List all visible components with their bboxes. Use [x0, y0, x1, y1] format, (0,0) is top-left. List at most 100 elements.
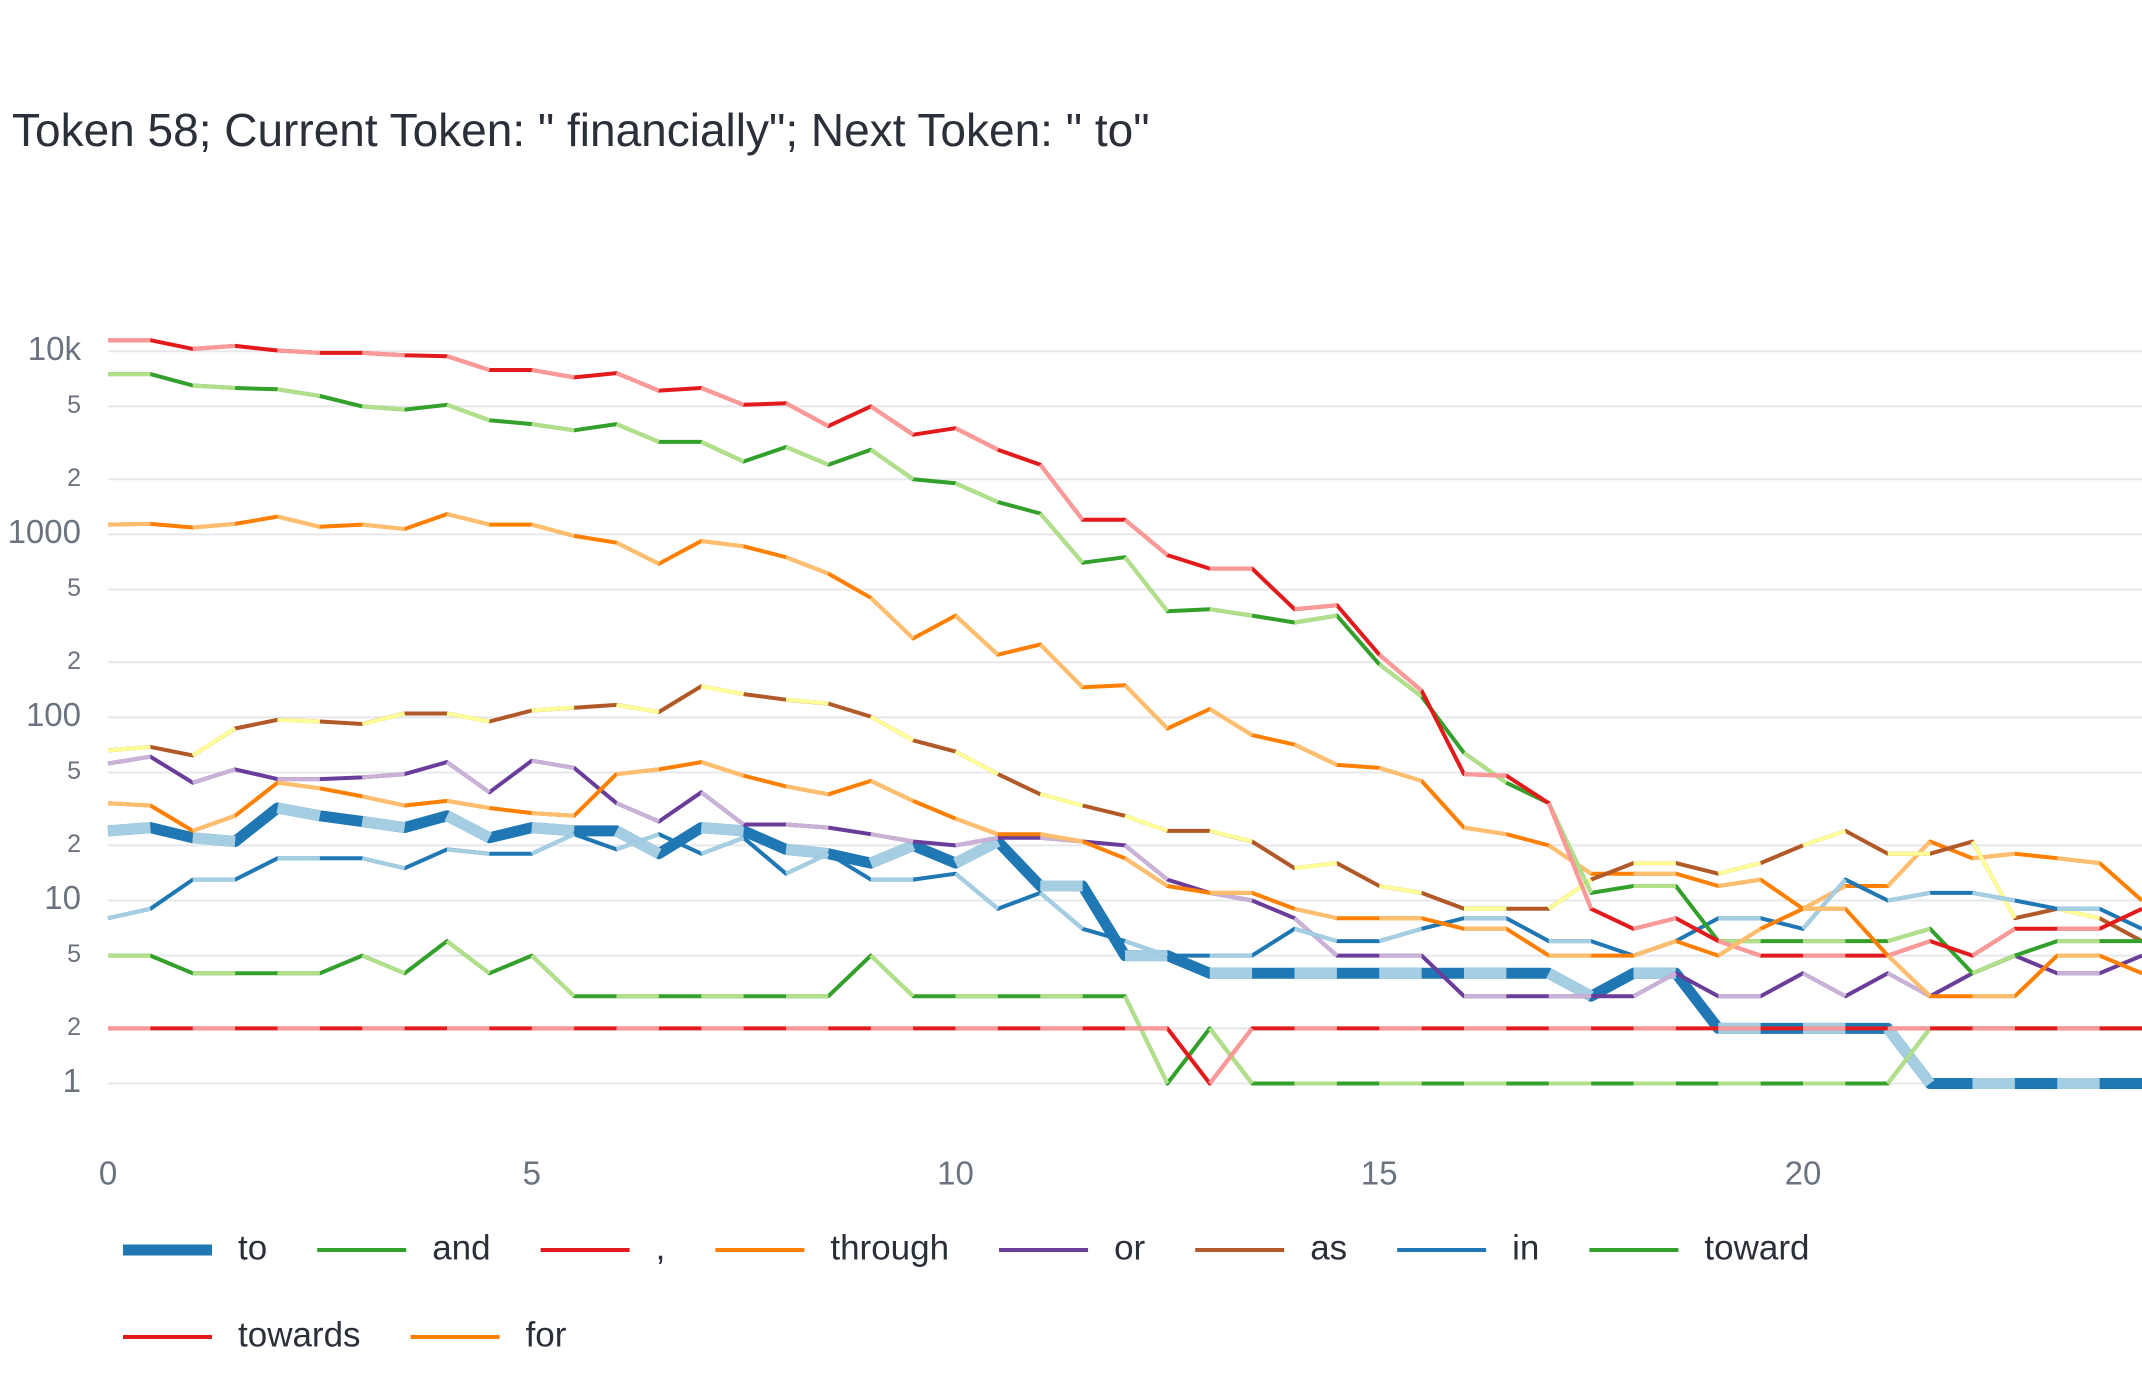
x-tick-label: 5	[523, 1155, 541, 1192]
series-segment-light	[361, 856, 406, 871]
series-segment-light	[1038, 891, 1084, 931]
series-segment-light	[1294, 603, 1338, 612]
y-tick-label: 2	[67, 1013, 81, 1041]
series-segment-light	[1039, 792, 1084, 808]
series-segment-light	[1123, 555, 1169, 613]
y-tick-label: 5	[67, 940, 81, 968]
series-line	[107, 832, 2142, 958]
legend-item: through	[715, 1228, 949, 1267]
legend-item: or	[999, 1228, 1146, 1267]
series-segment-light	[1717, 927, 1762, 958]
legend-label: for	[526, 1315, 567, 1354]
series-segment-light	[531, 811, 575, 818]
y-tick-label: 5	[67, 391, 81, 419]
series-segment-light	[954, 872, 1000, 911]
series-segment-light	[1123, 856, 1169, 888]
series-segment-light	[2057, 856, 2100, 866]
series-segment-light	[785, 697, 829, 706]
series-segment-light	[362, 350, 405, 358]
series-segment-light	[1124, 939, 1169, 958]
series-segment-light	[868, 840, 916, 869]
series-segment-light	[531, 522, 575, 538]
series-segment-light	[1971, 927, 2016, 958]
series-segment-light	[953, 836, 1001, 868]
series-segment-light	[1801, 878, 1847, 931]
legend-item: and	[317, 1228, 491, 1267]
y-tick-label: 2	[67, 830, 81, 858]
series-segment-light	[869, 404, 915, 437]
series-segment-light	[616, 702, 660, 714]
series-segment-light	[700, 835, 745, 856]
x-tick-label: 0	[99, 1155, 117, 1192]
series-segment-light	[192, 832, 236, 847]
series-segment-light	[446, 402, 491, 423]
series-segment-light	[444, 810, 492, 843]
series-segment-light	[277, 780, 321, 791]
series-segment-light	[954, 426, 999, 452]
series-segment-light	[1462, 751, 1508, 785]
series-segment-light	[1378, 765, 1423, 783]
series-segment-light	[362, 772, 405, 780]
series-segment-light	[1123, 995, 1170, 1085]
series-segment-light	[445, 939, 491, 975]
series-segment-light	[192, 813, 236, 833]
series-segment-light	[869, 714, 915, 743]
series-segment-light	[362, 522, 405, 531]
y-tick-label: 10	[44, 879, 81, 916]
series-segment-light	[530, 832, 575, 856]
series-segment-light	[954, 481, 999, 504]
series-segment-light	[1124, 813, 1169, 833]
series-segment-light	[446, 847, 490, 856]
series-segment-light	[954, 749, 999, 776]
series-segment-light	[1294, 613, 1338, 625]
series-segment-light	[1717, 861, 1762, 876]
series-line	[107, 512, 2142, 911]
series-segment-light	[955, 835, 999, 848]
series-segment-light	[1208, 1027, 1254, 1085]
series-segment-light	[1208, 707, 1254, 737]
legend-item: ,	[540, 1228, 665, 1267]
series-segment-light	[1632, 971, 1677, 998]
legend-label: toward	[1704, 1228, 1809, 1267]
legend-label: through	[830, 1228, 949, 1267]
series-segment-light	[700, 790, 745, 827]
series-segment-light	[107, 754, 151, 766]
series-segment-light	[785, 822, 829, 830]
series-segment-light	[277, 387, 321, 398]
series-segment-light	[1887, 890, 1931, 903]
legend-label: or	[1114, 1228, 1145, 1267]
series-segment-light	[191, 726, 237, 758]
legend-item: for	[410, 1315, 567, 1354]
y-tick-label: 1	[63, 1062, 81, 1099]
series-segment-light	[277, 717, 320, 724]
series-segment-light	[869, 954, 915, 998]
series-segment-light	[531, 705, 575, 713]
series-segment-light	[1717, 939, 1762, 958]
series-segment-light	[446, 711, 490, 724]
series-segment-light	[1123, 843, 1169, 882]
series-line	[108, 1026, 2142, 1086]
series-segment-light	[785, 401, 830, 428]
series-segment-light	[615, 801, 660, 824]
legend-item: towards	[123, 1315, 361, 1354]
series-line	[107, 802, 2142, 1089]
y-tick-label: 2	[67, 464, 81, 492]
series-segment-light	[869, 448, 915, 481]
series-segment-light	[1887, 926, 1931, 943]
series-segment-light	[107, 744, 151, 753]
series-segment-light	[615, 832, 660, 852]
series-segment-light	[1039, 832, 1083, 844]
legend-item: in	[1397, 1228, 1539, 1267]
series-segment-light	[1377, 653, 1423, 693]
series-segment-light	[1293, 742, 1338, 767]
series-segment-light	[785, 555, 830, 576]
series-segment-light	[361, 711, 406, 726]
series-segment-light	[785, 445, 830, 467]
plot-area	[107, 338, 2142, 1090]
series-segment-light	[1802, 971, 1847, 998]
series-segment-light	[785, 843, 829, 860]
series-line	[107, 684, 2142, 943]
series-segment-light	[192, 767, 236, 785]
y-tick-label: 10k	[28, 330, 82, 367]
series-segment-light	[446, 798, 490, 810]
